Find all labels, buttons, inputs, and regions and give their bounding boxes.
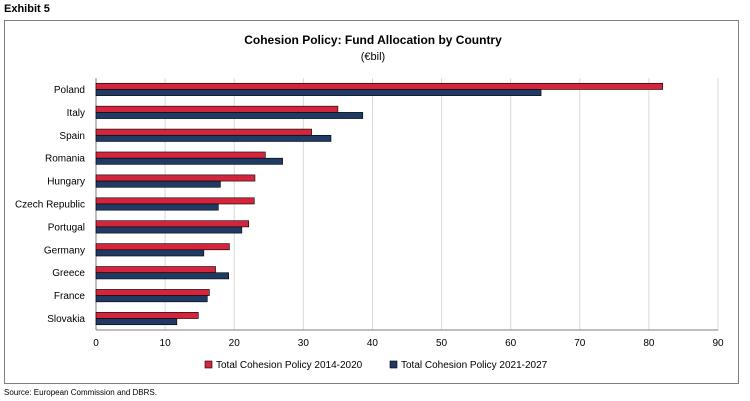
category-labels: Poland Italy Spain Romania Hungary Czech Repu…: [15, 85, 85, 325]
x-tick-label: 10: [160, 338, 172, 349]
chart-frame: [4, 20, 739, 384]
category-label: Poland: [54, 85, 85, 96]
bar-2014-2020: [95, 105, 339, 113]
bar-2021-2027: [95, 157, 283, 165]
bar-2021-2027: [95, 295, 208, 303]
x-tick-label: 70: [574, 338, 586, 349]
x-tick-label: 30: [298, 338, 310, 349]
category-label: Spain: [59, 131, 85, 142]
x-tick-label: 50: [436, 338, 448, 349]
x-tick-label: 80: [643, 338, 655, 349]
category-label: Czech Republic: [15, 200, 85, 211]
bar-2014-2020: [95, 243, 230, 251]
legend-label: Total Cohesion Policy 2021-2027: [401, 360, 548, 371]
bar-2021-2027: [95, 134, 332, 142]
bar-2021-2027: [95, 180, 221, 188]
source-note: Source: European Commission and DBRS.: [4, 388, 157, 397]
bar-2014-2020: [95, 220, 250, 228]
category-label: Italy: [67, 108, 85, 119]
bar-2014-2020: [95, 174, 256, 182]
bar-2014-2020: [95, 128, 312, 136]
x-tick-labels: 0 10 20 30 40 50 60 70 80 90: [93, 338, 724, 349]
x-tick-label: 90: [712, 338, 724, 349]
category-label: Germany: [44, 245, 85, 256]
legend: Total Cohesion Policy 2014-2020 Total Coh…: [204, 360, 548, 371]
category-label: France: [54, 291, 86, 302]
legend-label: Total Cohesion Policy 2014-2020: [216, 360, 363, 371]
bar-2021-2027: [95, 112, 364, 119]
x-tick-label: 20: [229, 338, 241, 349]
bar-2021-2027: [95, 272, 229, 280]
bar-2014-2020: [95, 151, 266, 159]
chart-subtitle: (€bil): [361, 51, 385, 63]
legend-swatch: [389, 360, 398, 369]
category-label: Greece: [52, 268, 85, 279]
x-tick-label: 60: [505, 338, 517, 349]
bar-2021-2027: [95, 226, 243, 234]
bars: [95, 82, 664, 326]
chart-title: Cohesion Policy: Fund Allocation by Coun…: [244, 33, 502, 47]
bar-2014-2020: [95, 82, 664, 90]
category-label: Slovakia: [47, 314, 85, 325]
bar-2021-2027: [95, 89, 542, 96]
category-label: Portugal: [48, 222, 85, 233]
legend-swatch: [204, 360, 213, 369]
exhibit-label: Exhibit 5: [4, 3, 50, 15]
bar-2014-2020: [95, 197, 255, 205]
category-label: Romania: [45, 154, 85, 165]
bar-2021-2027: [95, 249, 205, 257]
category-label: Hungary: [47, 177, 85, 188]
bar-2014-2020: [95, 289, 210, 296]
bar-2014-2020: [95, 312, 199, 319]
bar-2021-2027: [95, 318, 178, 326]
bar-2021-2027: [95, 203, 219, 211]
x-tick-label: 40: [367, 338, 379, 349]
bar-2014-2020: [95, 266, 216, 274]
x-tick-label: 0: [93, 338, 99, 349]
